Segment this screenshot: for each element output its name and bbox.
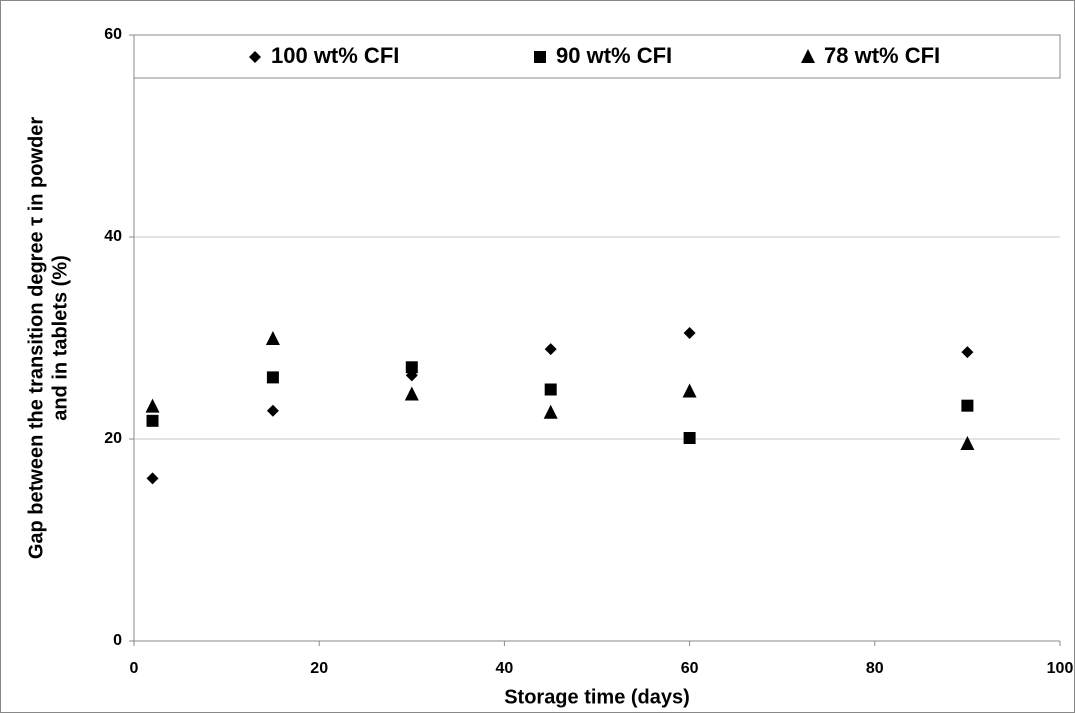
marker-square [146, 414, 159, 427]
marker-triangle [960, 436, 975, 451]
legend-label: 100 wt% CFI [271, 43, 399, 68]
marker-diamond [683, 326, 696, 339]
marker-square [961, 399, 974, 412]
x-tick-label: 100 [1047, 660, 1074, 677]
marker-triangle [543, 404, 558, 419]
x-tick-label: 80 [866, 660, 884, 677]
x-tick-label: 20 [310, 660, 328, 677]
marker-square [683, 431, 696, 444]
x-axis-label: Storage time (days) [504, 686, 690, 708]
marker-diamond [544, 343, 557, 356]
legend-marker [249, 51, 261, 63]
y-tick-label: 60 [104, 26, 122, 43]
marker-triangle [404, 386, 419, 401]
x-tick-label: 60 [681, 660, 699, 677]
legend-label: 90 wt% CFI [556, 43, 672, 68]
marker-diamond [961, 346, 974, 359]
x-tick-label: 40 [496, 660, 514, 677]
marker-square [405, 361, 418, 374]
marker-square [544, 383, 557, 396]
marker-square [266, 371, 279, 384]
marker-diamond [146, 472, 159, 485]
marker-triangle [682, 383, 697, 398]
x-tick-label: 0 [130, 660, 139, 677]
legend-label: 78 wt% CFI [824, 43, 940, 68]
legend-marker [801, 49, 815, 63]
y-tick-label: 0 [113, 632, 122, 649]
y-axis-label: Gap between the transition degree τ in p… [25, 117, 71, 560]
legend-box [133, 34, 1061, 79]
marker-triangle [145, 398, 160, 413]
marker-triangle [265, 331, 280, 346]
y-axis-label-line: Gap between the transition degree τ in p… [25, 117, 47, 560]
y-axis-label-line: and in tablets (%) [49, 255, 71, 421]
y-tick-label: 20 [104, 430, 122, 447]
y-tick-label: 40 [104, 228, 122, 245]
legend-marker [534, 51, 546, 63]
marker-diamond [266, 404, 279, 417]
